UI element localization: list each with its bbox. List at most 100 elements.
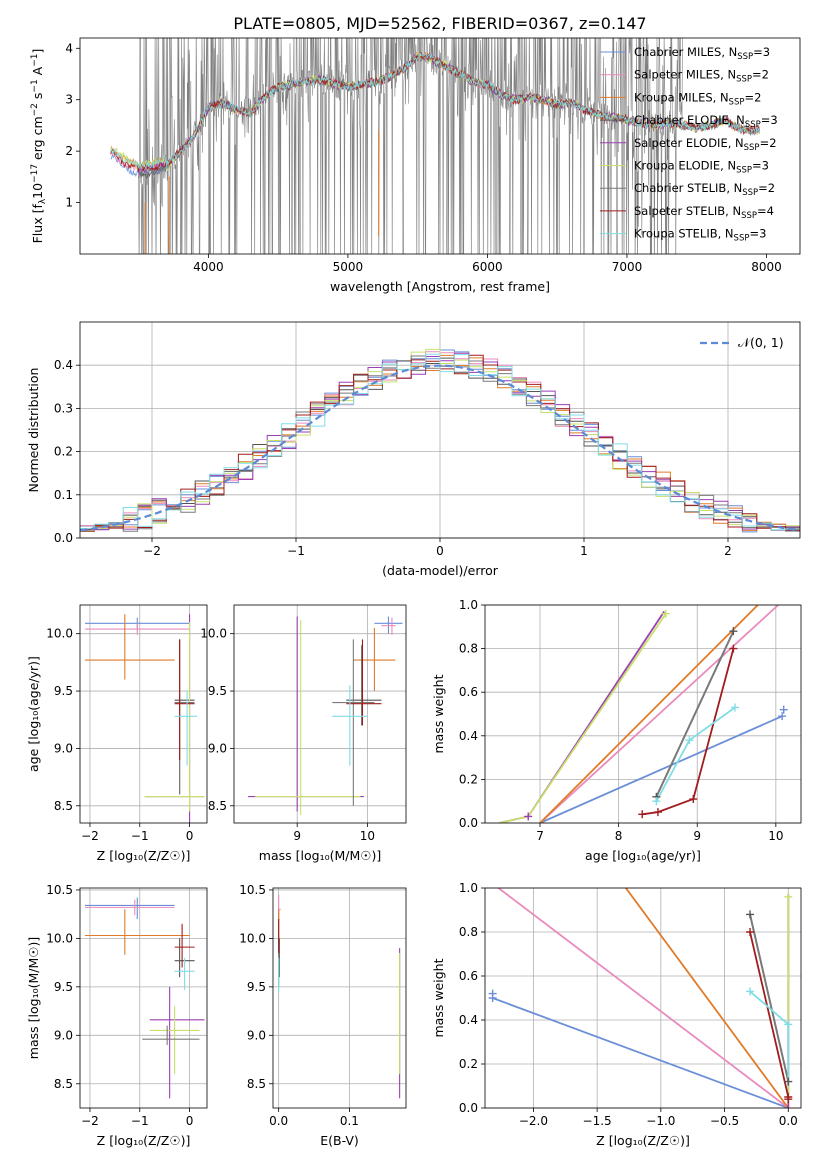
y-tick-label: 1.0 <box>459 881 478 895</box>
legend-label-name: Kroupa MILES, N <box>634 90 729 104</box>
y-tick-label: 9.5 <box>54 684 73 698</box>
legend-label-name: Salpeter STELIB, N <box>634 204 741 218</box>
weight-line-1 <box>539 605 779 823</box>
legend-label-tail: =3 <box>753 45 770 59</box>
legend-label-name: Chabrier ELODIE, N <box>634 113 745 127</box>
legend-label-name: Kroupa ELODIE, N <box>634 159 736 173</box>
legend-label: Kroupa ELODIE, NSSP=3 <box>634 159 769 176</box>
x-axis-label: Z [log₁₀(Z/Z☉)] <box>596 1133 690 1148</box>
x-tick-label: 9 <box>293 829 301 843</box>
legend-label-sub: SSP <box>737 52 753 62</box>
plus-marker <box>488 989 497 998</box>
plus-marker <box>784 1077 793 1086</box>
axes-frame <box>79 887 208 1109</box>
plus-marker <box>730 703 739 712</box>
x-axis-label: mass [log₁₀(M/M☉)] <box>259 848 381 863</box>
y-tick-label: 0.2 <box>54 445 73 459</box>
y-tick-label: 3 <box>65 93 73 107</box>
axes-frame <box>79 37 801 255</box>
weight-line-0 <box>492 997 789 1108</box>
y-tick-label: 0.1 <box>54 488 73 502</box>
plus-marker <box>638 810 647 819</box>
x-tick-label: 8 <box>615 829 623 843</box>
weight-line-0 <box>539 715 783 823</box>
legend-label-sub: SSP <box>744 143 760 153</box>
x-axis-label: (data-model)/error <box>382 563 499 578</box>
y-tick-label: 8.5 <box>54 1077 73 1091</box>
plot-area-age_vs_mass <box>248 616 403 815</box>
legend-label: 𝒩(0, 1) <box>738 335 784 350</box>
x-tick-label: 7 <box>536 829 544 843</box>
legend-label-tail: =2 <box>760 136 777 150</box>
observed-spectrum <box>138 38 683 254</box>
y-tick-label: 0.4 <box>54 358 73 372</box>
y-tick-label: 0.4 <box>459 729 478 743</box>
panel-mass_vs_Z: −2 −1 0 8.5 9.0 9.5 10.0 10.5 Z [log₁₀(Z/Z☉)] mas… <box>26 883 208 1148</box>
x-tick-label: 6000 <box>472 260 503 274</box>
legend-label: Chabrier MILES, NSSP=3 <box>634 45 770 62</box>
y-tick-label: 9.0 <box>247 1028 266 1042</box>
legend-label-name: Chabrier STELIB, N <box>634 181 742 195</box>
x-tick-label: 5000 <box>333 260 364 274</box>
legend-label-sub: SSP <box>742 188 758 198</box>
plot-area-weight_vs_Z <box>492 888 790 1108</box>
y-axis-label: mass [log₁₀(M/M☉)] <box>26 937 41 1059</box>
x-tick-label: −1 <box>287 544 305 558</box>
y-axis-label-part: −1 <box>30 54 40 67</box>
legend-label-tail: =2 <box>752 68 769 82</box>
x-axis-label: Z [log₁₀(Z/Z☉)] <box>97 848 191 863</box>
legend-label-tail: =3 <box>752 159 769 173</box>
y-tick-label: 0.8 <box>459 642 478 656</box>
plus-marker <box>746 910 755 919</box>
x-tick-label: 1 <box>580 544 588 558</box>
legend-label-sub: SSP <box>734 234 750 244</box>
weight-line-5 <box>498 613 667 823</box>
panel-spectrum: 4000 5000 6000 7000 8000 1 2 3 4 wavelength [Angs… <box>30 37 801 294</box>
model-spectrum-7 <box>110 52 760 173</box>
legend-label-sub: SSP <box>729 97 745 107</box>
panel-weight_vs_age: 7 8 9 10 0.0 0.2 0.4 0.6 0.8 1.0 age [log₁₀(age/yr… <box>431 598 802 863</box>
y-tick-label: 10.0 <box>200 627 227 641</box>
y-tick-label: 0.4 <box>459 1013 478 1027</box>
legend-label-sub: SSP <box>736 75 752 85</box>
x-tick-label: 0 <box>186 829 194 843</box>
x-tick-label: 0.0 <box>779 1114 798 1128</box>
legend-label: Kroupa STELIB, NSSP=3 <box>634 227 766 244</box>
axes-frame <box>79 604 208 824</box>
x-tick-label: 4000 <box>193 260 224 274</box>
plot-area-residuals <box>80 348 800 533</box>
plus-marker <box>779 705 788 714</box>
y-tick-label: 10.0 <box>46 931 73 945</box>
y-tick-label: 1 <box>65 196 73 210</box>
legend-label-sub: SSP <box>741 211 757 221</box>
x-tick-label: −1 <box>131 1114 149 1128</box>
plus-marker <box>729 644 738 653</box>
y-tick-label: 10.0 <box>239 931 266 945</box>
x-tick-label: −1 <box>131 829 149 843</box>
legend-label-name: Chabrier MILES, N <box>634 45 737 59</box>
x-tick-label: −2 <box>81 829 99 843</box>
y-tick-label: 0.0 <box>459 1101 478 1115</box>
legend-label-tail: =2 <box>758 181 775 195</box>
weight-line-1 <box>496 888 789 1108</box>
legend-label-sub: SSP <box>736 166 752 176</box>
x-tick-label: 0 <box>436 544 444 558</box>
plus-marker <box>746 928 755 936</box>
plot-area-mass_vs_EBV <box>278 894 401 1099</box>
x-tick-label: 0.1 <box>340 1114 359 1128</box>
legend-label-tail: =4 <box>757 204 774 218</box>
y-tick-label: 8.5 <box>54 799 73 813</box>
figure-title: PLATE=0805, MJD=52562, FIBERID=0367, z=0… <box>233 14 646 33</box>
legend-label: Salpeter STELIB, NSSP=4 <box>634 204 774 221</box>
y-axis-label-part: ] <box>30 49 45 54</box>
y-tick-label: 9.5 <box>247 980 266 994</box>
y-tick-label: 0.0 <box>459 816 478 830</box>
y-axis-label-part: −17 <box>30 164 40 183</box>
y-tick-label: 0.2 <box>459 772 478 786</box>
plus-marker <box>784 1020 793 1029</box>
x-tick-label: −2 <box>81 1114 99 1128</box>
axes-frame <box>79 321 801 539</box>
legend-label: Salpeter MILES, NSSP=2 <box>634 68 769 85</box>
